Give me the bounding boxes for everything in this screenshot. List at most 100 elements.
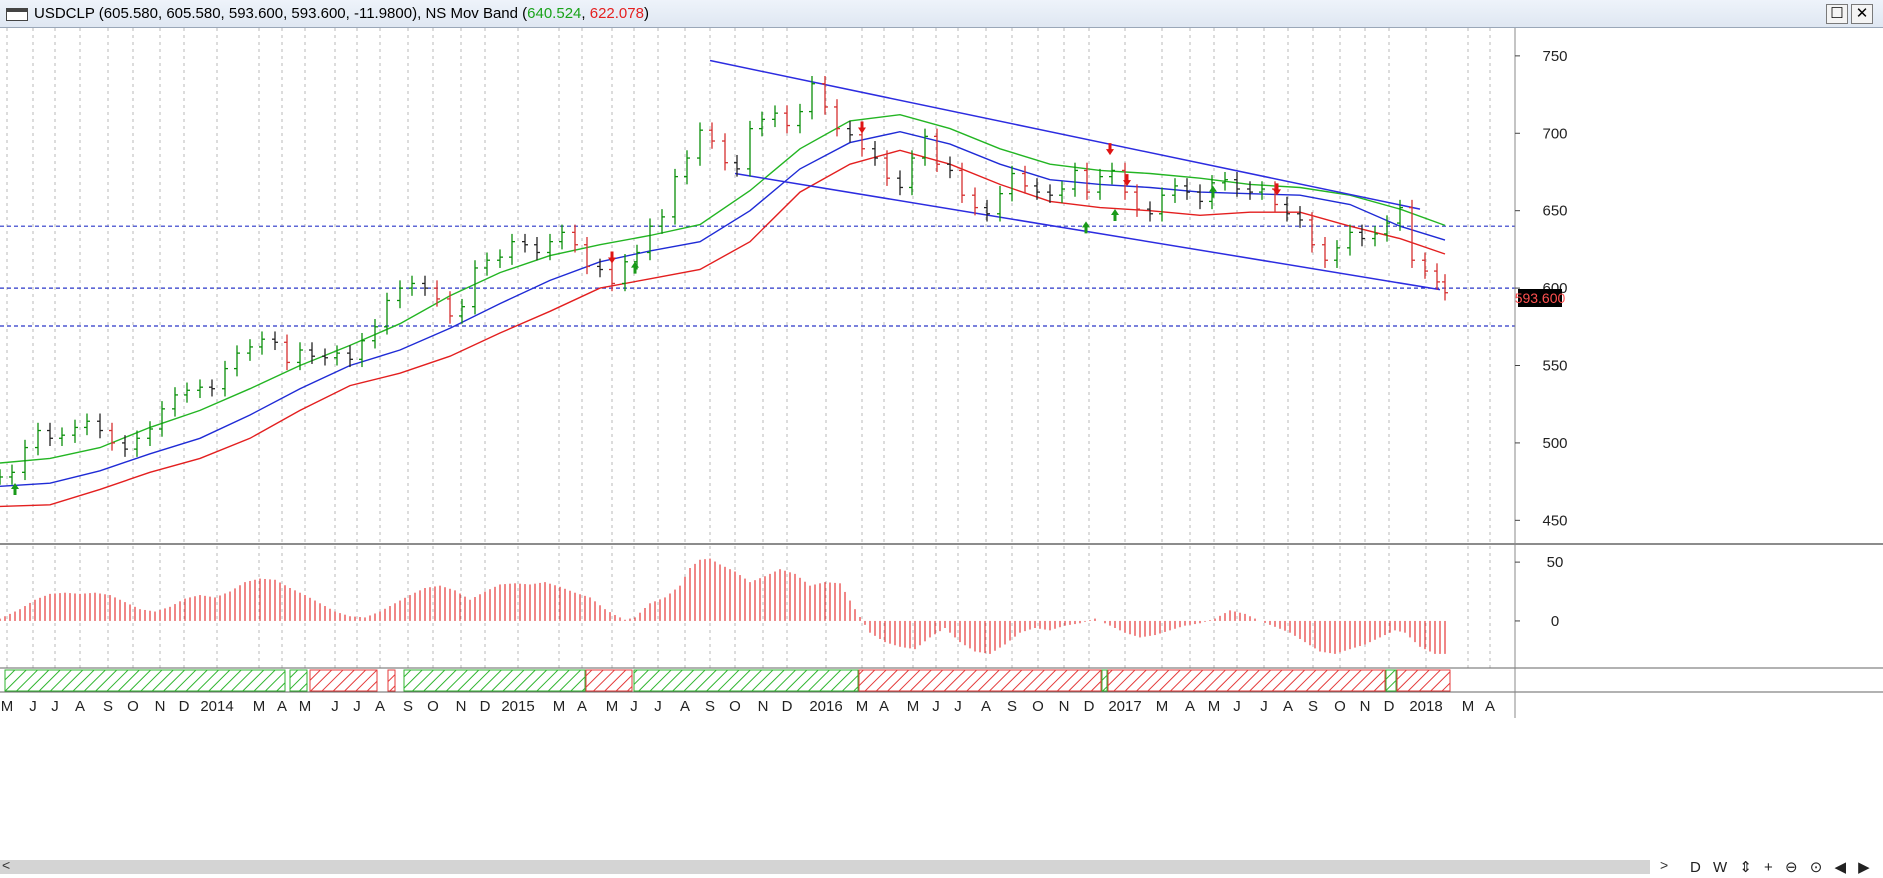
window-icon bbox=[6, 8, 28, 21]
x-tick-label: M bbox=[299, 698, 312, 715]
x-tick-label: M bbox=[1, 698, 14, 715]
regime-segment-bear bbox=[1396, 669, 1451, 692]
x-tick-label: N bbox=[758, 698, 769, 715]
x-tick-label: M bbox=[1208, 698, 1221, 715]
osc-tick-label: 50 bbox=[1547, 554, 1564, 571]
x-tick-label: A bbox=[680, 698, 690, 715]
band-lower-value: 622.078 bbox=[589, 5, 644, 22]
x-tick-label: S bbox=[1007, 698, 1017, 715]
x-tick-label: 2017 bbox=[1108, 698, 1141, 715]
last-price-label: 593.600 bbox=[1515, 290, 1566, 306]
chart-toolstrip[interactable]: D W ⇕ + ⊖ ⊙ ◀ ▶ ▭ bbox=[1690, 859, 1883, 876]
trendline bbox=[709, 59, 1421, 210]
x-tick-label: N bbox=[456, 698, 467, 715]
x-tick-label: J bbox=[954, 698, 962, 715]
x-tick-label: O bbox=[1334, 698, 1346, 715]
price-panel bbox=[0, 59, 1448, 508]
band-upper-value: 640.524 bbox=[527, 5, 582, 22]
x-tick-label: A bbox=[1283, 698, 1293, 715]
x-tick-label: J bbox=[29, 698, 37, 715]
regime-segment-bull bbox=[633, 669, 859, 692]
y-tick-label: 550 bbox=[1542, 358, 1567, 375]
x-tick-label: O bbox=[1032, 698, 1044, 715]
band-upper-line bbox=[0, 113, 1446, 464]
x-tick-label: 2014 bbox=[200, 698, 233, 715]
regime-segment-bull bbox=[1385, 669, 1397, 692]
x-tick-label: M bbox=[856, 698, 869, 715]
ohlc-readout: (605.580, 605.580, 593.600, 593.600, -11… bbox=[98, 5, 422, 22]
y-tick-label: 750 bbox=[1542, 48, 1567, 65]
sell-signal-arrow bbox=[1106, 143, 1114, 156]
x-tick-label: S bbox=[103, 698, 113, 715]
regime-segment-bear bbox=[387, 669, 396, 692]
regime-segment-bull bbox=[4, 669, 286, 692]
x-tick-label: 2018 bbox=[1409, 698, 1442, 715]
x-tick-label: 2015 bbox=[501, 698, 534, 715]
horizontal-scrollbar[interactable]: < > bbox=[0, 856, 1883, 878]
chart-title: USDCLP (605.580, 605.580, 593.600, 593.6… bbox=[34, 5, 649, 22]
regime-segment-bear bbox=[858, 669, 1102, 692]
x-tick-label: O bbox=[127, 698, 139, 715]
regime-segment-bear bbox=[1107, 669, 1386, 692]
regime-strip bbox=[4, 669, 1451, 692]
x-tick-label: A bbox=[75, 698, 85, 715]
x-tick-label: D bbox=[1384, 698, 1395, 715]
horizontal-levels bbox=[0, 225, 1515, 327]
x-tick-label: M bbox=[907, 698, 920, 715]
sell-signal-arrow bbox=[858, 121, 866, 134]
x-tick-label: D bbox=[179, 698, 190, 715]
x-tick-label: A bbox=[1185, 698, 1195, 715]
x-tick-label: O bbox=[427, 698, 439, 715]
x-tick-label: S bbox=[705, 698, 715, 715]
last-price-badge bbox=[1518, 289, 1562, 308]
band-lower-line bbox=[0, 149, 1446, 508]
sell-signal-arrow bbox=[1273, 183, 1281, 196]
x-tick-label: N bbox=[1360, 698, 1371, 715]
buy-signal-arrow bbox=[631, 261, 639, 274]
scroll-right-arrow[interactable]: > bbox=[1660, 857, 1669, 873]
x-tick-label: S bbox=[403, 698, 413, 715]
x-tick-label: J bbox=[51, 698, 59, 715]
regime-segment-bull bbox=[403, 669, 586, 692]
y-tick-label: 650 bbox=[1542, 203, 1567, 220]
oscillator-panel bbox=[0, 558, 1446, 654]
x-tick-label: M bbox=[606, 698, 619, 715]
regime-segment-bear bbox=[309, 669, 378, 692]
x-tick-label: A bbox=[879, 698, 889, 715]
x-tick-label: O bbox=[729, 698, 741, 715]
x-tick-label: M bbox=[1156, 698, 1169, 715]
x-tick-label: M bbox=[553, 698, 566, 715]
x-tick-label: J bbox=[353, 698, 361, 715]
x-tick-label: M bbox=[1462, 698, 1475, 715]
buy-signal-arrow bbox=[1111, 208, 1119, 221]
osc-tick-label: 0 bbox=[1551, 613, 1559, 630]
scroll-track[interactable] bbox=[0, 860, 1650, 874]
symbol-label: USDCLP bbox=[34, 5, 95, 22]
x-tick-label: J bbox=[932, 698, 940, 715]
x-tick-label: A bbox=[375, 698, 385, 715]
x-tick-label: S bbox=[1308, 698, 1318, 715]
buy-signal-arrow bbox=[1082, 221, 1090, 234]
x-tick-label: D bbox=[782, 698, 793, 715]
sell-signal-arrow bbox=[608, 251, 616, 264]
indicator-name: NS Mov Band bbox=[425, 5, 518, 22]
close-button[interactable]: ✕ bbox=[1851, 4, 1873, 24]
x-tick-label: J bbox=[654, 698, 662, 715]
regime-segment-bull bbox=[289, 669, 308, 692]
sell-signal-arrow bbox=[1123, 174, 1131, 187]
y-tick-label: 700 bbox=[1542, 125, 1567, 142]
x-tick-label: A bbox=[981, 698, 991, 715]
x-tick-label: J bbox=[331, 698, 339, 715]
scroll-left-arrow[interactable]: < bbox=[2, 857, 11, 873]
x-tick-label: D bbox=[1084, 698, 1095, 715]
buy-signal-arrow bbox=[11, 482, 19, 495]
x-tick-label: D bbox=[480, 698, 491, 715]
x-tick-label: N bbox=[155, 698, 166, 715]
x-tick-label: J bbox=[630, 698, 638, 715]
vertical-gridlines bbox=[6, 28, 1491, 668]
maximize-button[interactable]: ☐ bbox=[1826, 4, 1848, 24]
x-tick-label: A bbox=[277, 698, 287, 715]
x-tick-label: A bbox=[577, 698, 587, 715]
